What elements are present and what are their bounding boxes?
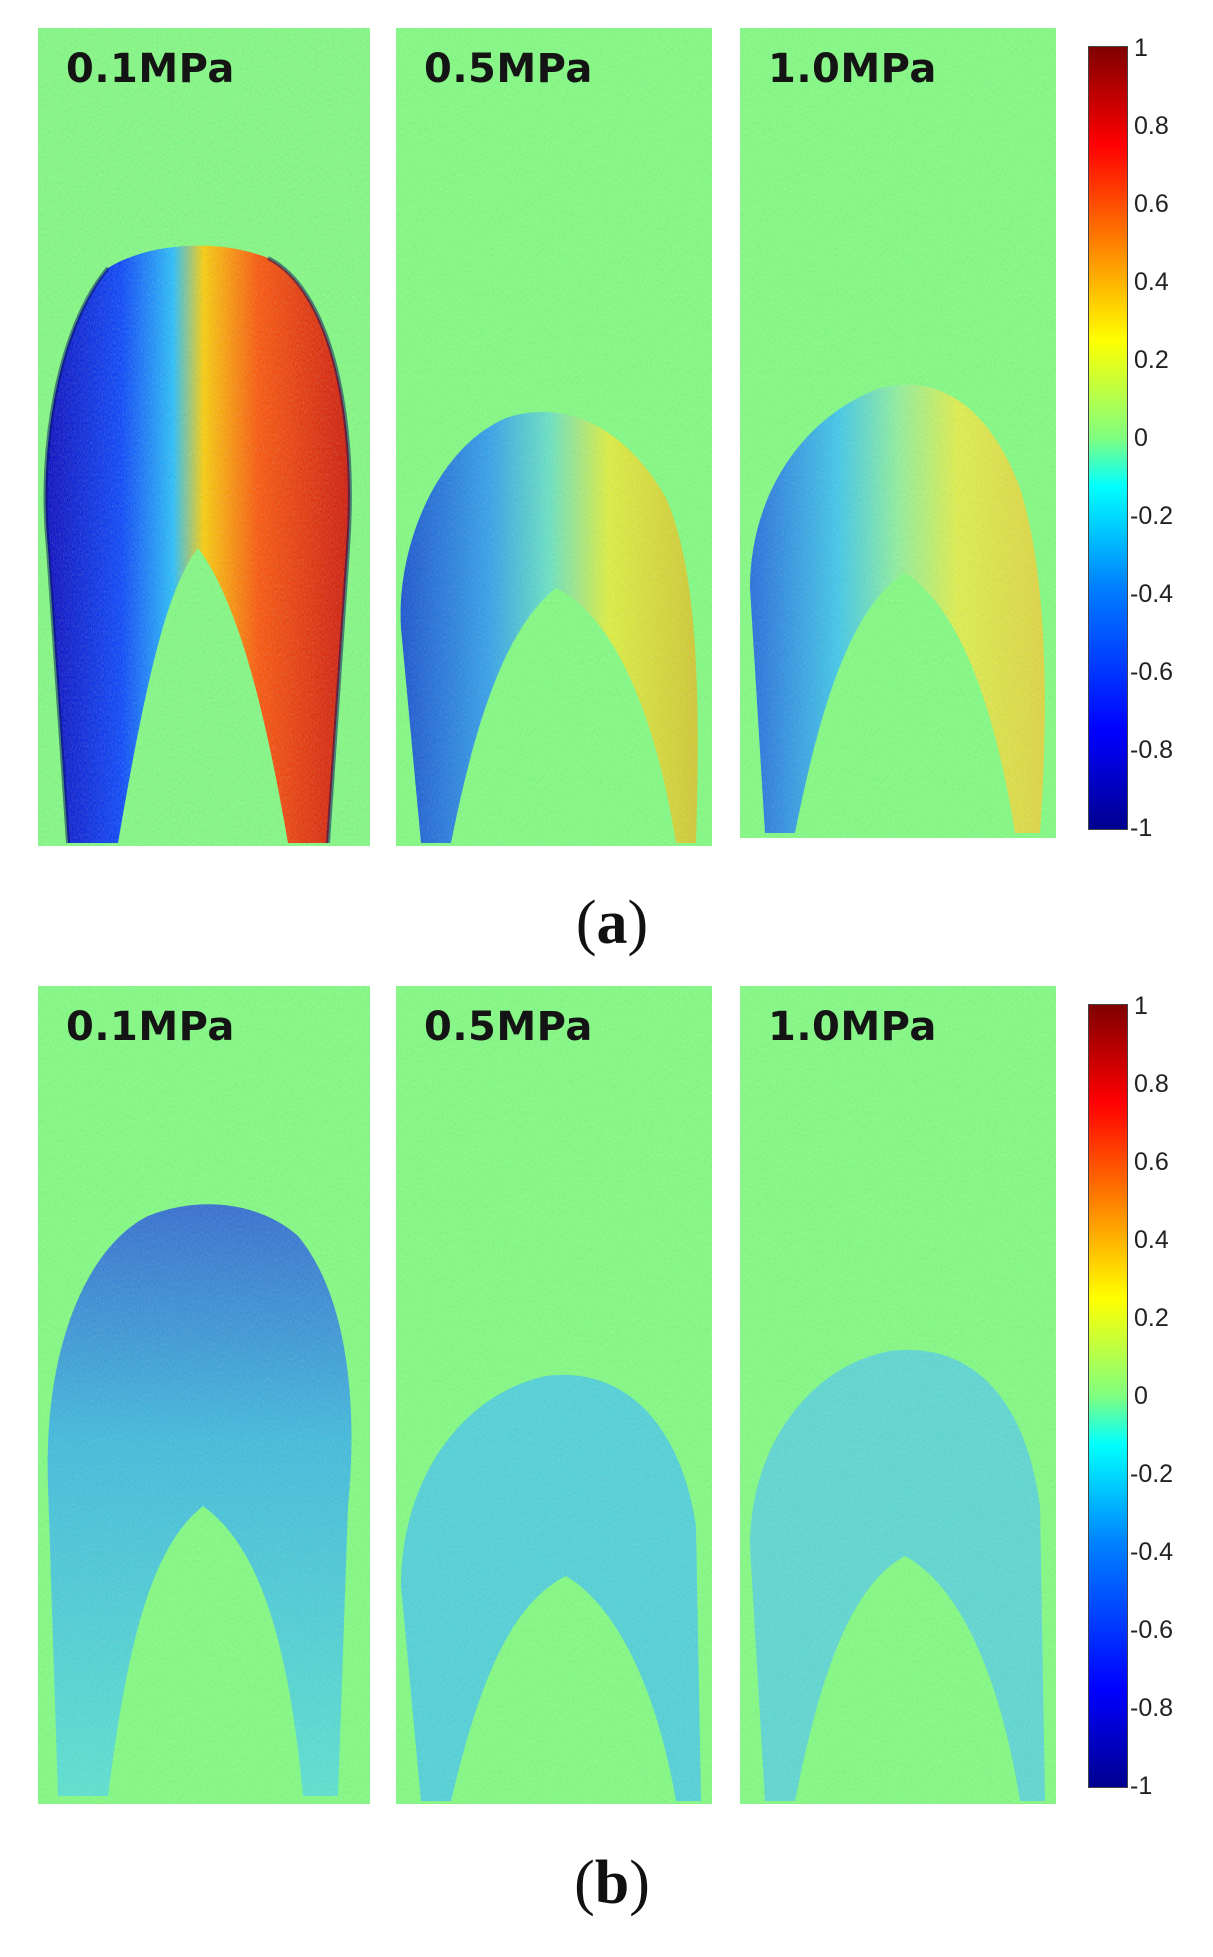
tick-label: 0.6 — [1134, 1148, 1169, 1176]
tick-label: -0.8 — [1130, 1694, 1174, 1722]
panel-title: 1.0MPa — [768, 46, 937, 92]
tick-label: 0.2 — [1134, 346, 1169, 374]
tick-label: -1 — [1130, 814, 1153, 842]
tick-label: 0.8 — [1134, 1070, 1169, 1098]
spray-plume-a2 — [396, 28, 712, 846]
tick-label: 1 — [1134, 992, 1148, 1020]
panel-a-1.0mpa: 1.0MPa — [740, 28, 1056, 838]
panel-title: 0.5MPa — [424, 1004, 593, 1050]
tick-label: -0.6 — [1130, 658, 1174, 686]
panel-b-0.1mpa: 0.1MPa — [38, 986, 370, 1804]
panel-title: 1.0MPa — [768, 1004, 937, 1050]
tick-label: -0.6 — [1130, 1616, 1174, 1644]
panel-b-0.5mpa: 0.5MPa — [396, 986, 712, 1804]
tick-label: -1 — [1130, 1772, 1153, 1800]
spray-plume-a1 — [38, 28, 370, 846]
spray-plume-b2 — [396, 986, 712, 1804]
subfigure-label-b: (b) — [574, 1849, 650, 1917]
tick-label: 0.4 — [1134, 268, 1169, 296]
tick-label: 0.2 — [1134, 1304, 1169, 1332]
spray-plume-b3 — [740, 986, 1056, 1804]
panel-title: 0.1MPa — [66, 1004, 235, 1050]
tick-label: 0.8 — [1134, 112, 1169, 140]
spray-plume-b1 — [38, 986, 370, 1804]
panel-b-1.0mpa: 1.0MPa — [740, 986, 1056, 1804]
tick-label: 1 — [1134, 34, 1148, 62]
colorbar-a — [1088, 46, 1128, 830]
tick-label: 0.6 — [1134, 190, 1169, 218]
tick-label: 0 — [1134, 1382, 1148, 1410]
spray-plume-a3 — [740, 28, 1056, 838]
subfigure-label-a: (a) — [575, 889, 649, 957]
panel-a-0.5mpa: 0.5MPa — [396, 28, 712, 846]
panel-a-0.1mpa: 0.1MPa — [38, 28, 370, 846]
panel-title: 0.5MPa — [424, 46, 593, 92]
tick-label: -0.4 — [1130, 1538, 1174, 1566]
tick-label: -0.4 — [1130, 580, 1174, 608]
colorbar-b — [1088, 1004, 1128, 1788]
tick-label: -0.2 — [1130, 1460, 1174, 1488]
tick-label: -0.8 — [1130, 736, 1174, 764]
tick-label: -0.2 — [1130, 502, 1174, 530]
tick-label: 0.4 — [1134, 1226, 1169, 1254]
panel-title: 0.1MPa — [66, 46, 235, 92]
tick-label: 0 — [1134, 424, 1148, 452]
